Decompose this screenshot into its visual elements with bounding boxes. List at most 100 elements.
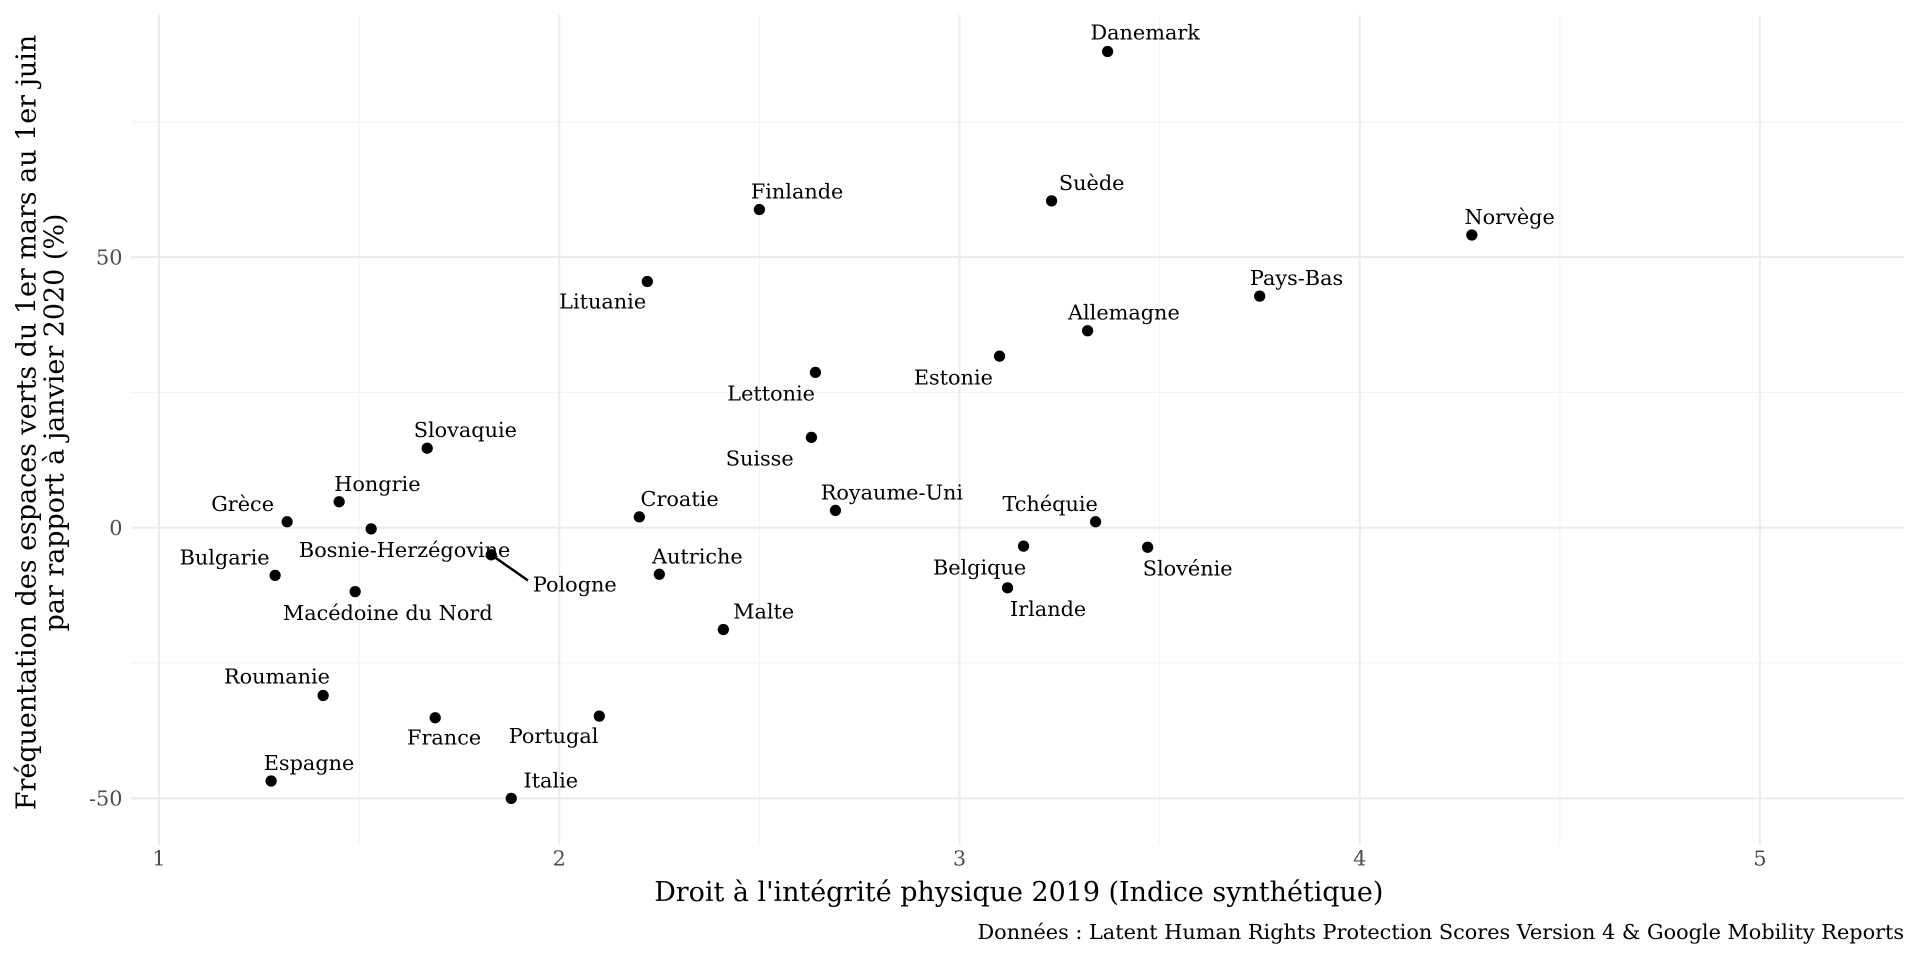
data-point: [1466, 229, 1478, 241]
data-point: [485, 549, 497, 561]
caption: Données : Latent Human Rights Protection…: [978, 920, 1905, 944]
data-point-group: Suisse: [726, 431, 818, 471]
data-point: [505, 792, 517, 804]
point-label: Allemagne: [1067, 301, 1180, 325]
point-label: Slovaquie: [414, 418, 517, 442]
data-point: [633, 511, 645, 523]
points: Danemark Suède Finlande Norvège Lituanie Pays…: [180, 20, 1555, 804]
data-point: [421, 442, 433, 454]
label-leader-line: [490, 553, 529, 582]
point-label: Croatie: [641, 487, 719, 511]
data-point: [805, 431, 818, 444]
point-label: Royaume-Uni: [821, 480, 964, 504]
data-point-group: Portugal: [509, 710, 605, 748]
data-point: [829, 504, 842, 517]
data-point-group: Italie: [505, 768, 578, 804]
data-point-group: Pays-Bas: [1250, 266, 1343, 302]
data-point-group: Lituanie: [559, 275, 653, 313]
data-point: [269, 569, 281, 582]
point-label: Autriche: [651, 544, 743, 568]
point-label: Belgique: [933, 555, 1026, 579]
data-point-group: Hongrie: [333, 472, 421, 508]
data-point-group: Espagne: [264, 751, 355, 787]
point-label: France: [407, 726, 481, 750]
data-point: [717, 623, 730, 636]
point-label: Bulgarie: [180, 545, 270, 569]
data-point: [1081, 325, 1094, 337]
grid: [131, 14, 1905, 845]
data-point-group: Royaume-Uni: [821, 480, 964, 517]
data-point-group: Lettonie: [727, 366, 822, 406]
data-point: [281, 516, 293, 528]
data-point-group: Belgique: [933, 540, 1030, 579]
data-point-group: Slovaquie: [414, 418, 517, 454]
data-point: [753, 203, 766, 216]
point-label: Irlande: [1010, 597, 1086, 621]
y-axis-title-line-1: Fréquentation des espaces verts du 1er m…: [12, 35, 43, 810]
data-point-group: Finlande: [751, 180, 844, 216]
data-point: [429, 712, 441, 724]
y-axis-title: Fréquentation des espaces verts du 1er m…: [12, 35, 71, 810]
data-point-group: Grèce: [211, 492, 293, 528]
data-point-group: Irlande: [1001, 582, 1086, 621]
data-point: [349, 585, 361, 598]
data-point: [1101, 45, 1114, 58]
point-label: Espagne: [264, 751, 355, 775]
data-point-group: Tchéquie: [1003, 492, 1102, 528]
data-point: [993, 350, 1006, 362]
axis-ticks: 1 2 3 4 5 -50 0 50: [89, 245, 1767, 870]
y-axis-title-line-2: par rapport à janvier 2020 (%): [40, 214, 71, 632]
point-label: Estonie: [914, 365, 993, 389]
data-point-group: Norvège: [1464, 205, 1555, 241]
data-point: [317, 689, 329, 702]
point-label: Lettonie: [727, 382, 815, 406]
data-point: [333, 496, 345, 508]
point-label: Norvège: [1464, 205, 1554, 229]
data-point-group: Croatie: [633, 487, 719, 523]
point-label: Malte: [733, 599, 794, 623]
data-point-group: Macédoine du Nord: [283, 585, 493, 625]
y-tick-label: 0: [109, 516, 122, 540]
data-point-group: Pologne: [485, 549, 617, 597]
data-point: [1001, 582, 1014, 594]
x-axis-title: Droit à l'intégrité physique 2019 (Indic…: [654, 877, 1383, 908]
point-label: Finlande: [751, 180, 844, 204]
point-label: Slovénie: [1143, 556, 1233, 580]
x-tick-label: 3: [953, 847, 966, 871]
x-tick-label: 1: [152, 847, 165, 871]
point-label: Italie: [523, 768, 578, 792]
point-label: Bosnie-Herzégovine: [299, 538, 510, 562]
data-point: [653, 568, 665, 580]
data-point: [1045, 195, 1058, 207]
data-point-group: Roumanie: [224, 664, 330, 702]
point-label: Roumanie: [224, 664, 330, 688]
data-point-group: Slovénie: [1141, 541, 1233, 580]
y-tick-label: 50: [96, 245, 122, 269]
data-point: [365, 523, 377, 535]
data-point-group: France: [407, 712, 481, 750]
data-point: [1089, 516, 1102, 528]
x-tick-label: 4: [1353, 847, 1366, 871]
data-point-group: Bosnie-Herzégovine: [299, 523, 510, 562]
x-tick-label: 5: [1753, 847, 1766, 871]
point-label: Grèce: [211, 492, 274, 516]
point-label: Portugal: [509, 724, 599, 748]
point-label: Tchéquie: [1003, 492, 1098, 516]
point-label: Danemark: [1090, 20, 1200, 44]
point-label: Pologne: [533, 573, 617, 597]
x-tick-label: 2: [553, 847, 566, 871]
point-label: Suisse: [726, 447, 794, 471]
point-label: Pays-Bas: [1250, 266, 1343, 290]
data-point: [641, 275, 653, 288]
data-point-group: Allemagne: [1067, 301, 1180, 337]
point-label: Lituanie: [559, 289, 646, 313]
data-point: [1017, 540, 1030, 552]
data-point-group: Suède: [1045, 171, 1124, 207]
data-point-group: Bulgarie: [180, 545, 281, 582]
point-label: Hongrie: [334, 472, 420, 496]
data-point: [809, 366, 822, 379]
data-point: [593, 710, 605, 722]
point-label: Macédoine du Nord: [283, 601, 493, 625]
data-point-group: Estonie: [914, 350, 1006, 389]
